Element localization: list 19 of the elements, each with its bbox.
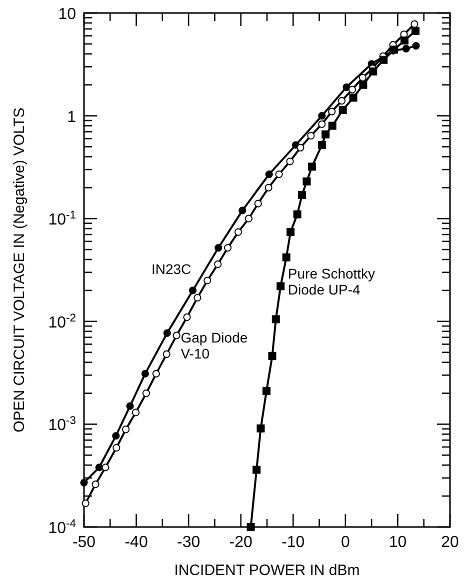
y-tick-label: 1 bbox=[67, 108, 76, 126]
series-label: IN23C bbox=[152, 260, 192, 277]
x-tick-label: -40 bbox=[124, 534, 148, 551]
series-label: Pure Schottky Diode UP-4 bbox=[288, 266, 376, 298]
x-tick-label: 20 bbox=[441, 534, 459, 551]
y-tick-label: 10$^{-2}$ bbox=[48, 312, 76, 332]
y-tick-label: 10$^{-1}$ bbox=[48, 210, 76, 229]
x-tick-label: -30 bbox=[177, 534, 200, 551]
y-tick-label: 10$^{-3}$ bbox=[48, 415, 76, 434]
x-tick-label: -10 bbox=[282, 534, 305, 551]
x-axis-title: INCIDENT POWER IN dBm bbox=[174, 562, 360, 579]
x-tick-label: -50 bbox=[72, 534, 96, 551]
series-label: Gap Diode V-10 bbox=[180, 330, 248, 362]
x-tick-label: 10 bbox=[388, 534, 407, 551]
y-axis-title: OPEN CIRCUIT VOLTAGE IN (Negative) VOLTS bbox=[11, 108, 28, 432]
y-tick-label: 10$^{-4}$ bbox=[48, 518, 76, 537]
x-tick-label: -20 bbox=[229, 534, 253, 551]
y-tick-label: 10 bbox=[58, 6, 76, 23]
x-tick-label: 0 bbox=[340, 534, 350, 551]
